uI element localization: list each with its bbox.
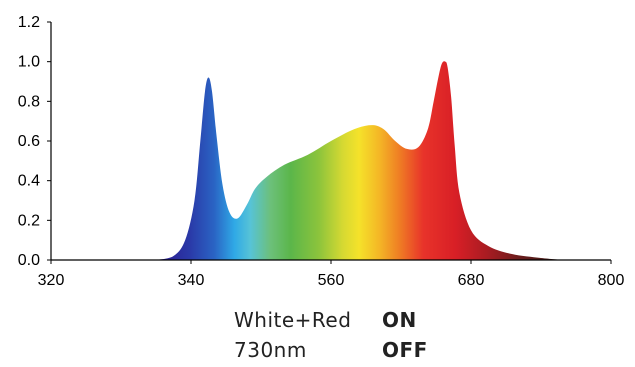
axes — [47, 21, 612, 264]
y-tick-label: 0.2 — [18, 212, 40, 229]
y-tick-label: 0.0 — [18, 252, 40, 269]
y-tick-label: 0.4 — [18, 173, 40, 190]
legend-row-730nm: 730nm OFF — [234, 335, 428, 365]
legend-state: OFF — [382, 338, 428, 362]
x-tick-label: 340 — [178, 272, 205, 289]
y-tick-labels: 0.0 0.2 0.4 0.6 0.8 1.0 1.2 — [18, 14, 40, 269]
y-tick-label: 1.0 — [18, 54, 40, 71]
y-tick-label: 1.2 — [18, 14, 40, 31]
x-tick-label: 800 — [598, 272, 625, 289]
x-tick-labels: 320 340 560 680 800 — [38, 272, 625, 289]
legend-row-white-red: White+Red ON — [234, 305, 428, 335]
legend-state: ON — [382, 308, 417, 332]
legend-name: 730nm — [234, 338, 307, 362]
x-tick-label: 560 — [318, 272, 345, 289]
legend: White+Red ON 730nm OFF — [234, 305, 428, 365]
plot-area — [156, 61, 565, 261]
x-tick-label: 320 — [38, 272, 65, 289]
x-tick-label: 680 — [458, 272, 485, 289]
spectrum-area — [156, 61, 565, 261]
y-tick-label: 0.6 — [18, 133, 40, 150]
legend-name: White+Red — [234, 308, 352, 332]
y-tick-label: 0.8 — [18, 93, 40, 110]
